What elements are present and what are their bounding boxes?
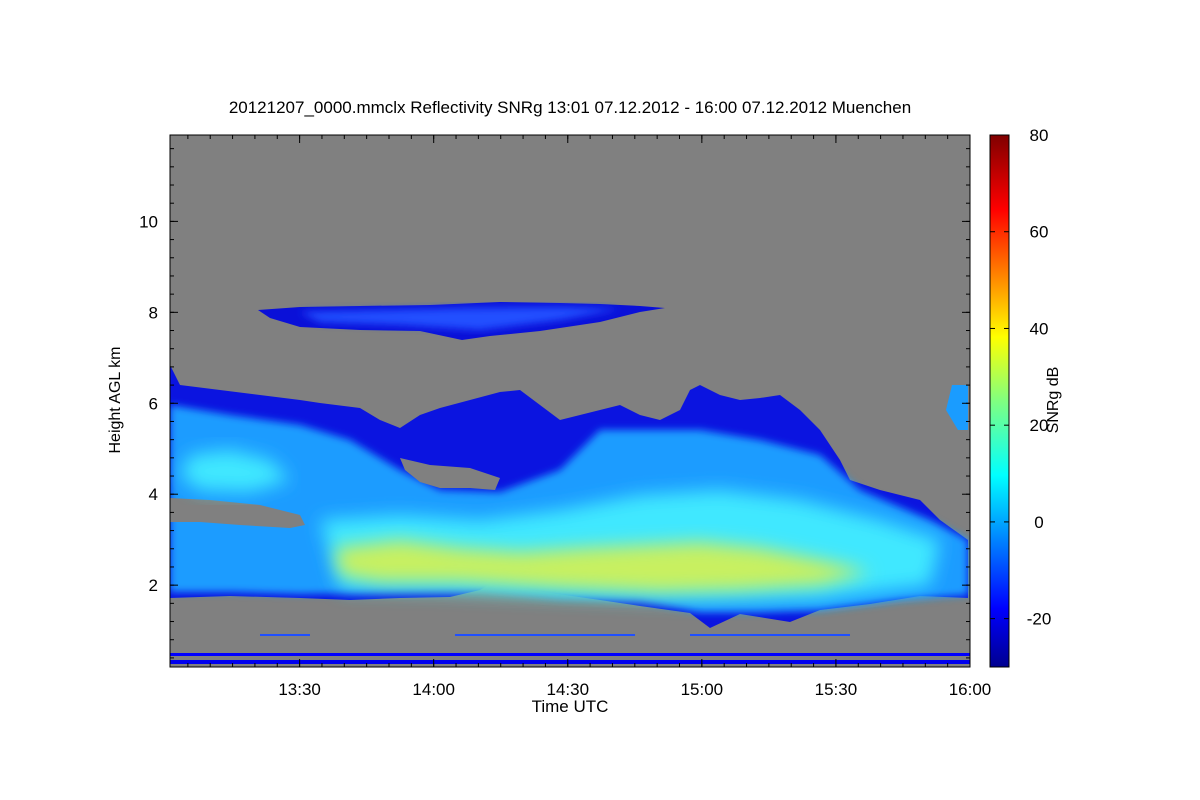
ground-clutter-5: [690, 634, 850, 636]
small-echo-right: [946, 385, 968, 430]
ground-clutter-4: [260, 634, 310, 636]
x-axis-label: Time UTC: [531, 697, 609, 716]
x-tick-label: 15:30: [815, 680, 858, 699]
gray-gap-left: [170, 498, 305, 528]
colorbar-tick-label: 0: [1034, 513, 1043, 532]
colorbar-tick-label: 60: [1030, 223, 1049, 242]
upper-left-cyan-blob: [180, 450, 290, 492]
echo-layers: [170, 302, 970, 664]
colorbar-tick-label: 20: [1030, 416, 1049, 435]
ground-clutter-1: [170, 653, 970, 656]
plot-frame: [169, 134, 971, 668]
y-axis: 2 4 6 8 10: [139, 148, 970, 659]
y-tick-label: 4: [149, 485, 158, 504]
y-tick-label: 6: [149, 394, 158, 413]
y-tick-label: 10: [139, 212, 158, 231]
colorbar-tick-label: 40: [1030, 319, 1049, 338]
upper-cirrus-core: [300, 307, 620, 330]
colorbar-label: SNRg dB: [1045, 366, 1062, 434]
colorbar-axis: -20 0 20 40 60 80: [990, 126, 1051, 629]
x-tick-label: 16:00: [949, 680, 992, 699]
x-tick-label: 13:30: [278, 680, 321, 699]
colorbar-tick-label: 80: [1030, 126, 1049, 145]
chart-title: 20121207_0000.mmclx Reflectivity SNRg 13…: [228, 98, 912, 117]
x-tick-label: 15:00: [681, 680, 724, 699]
ground-clutter-3: [455, 634, 635, 636]
y-axis-label: Height AGL km: [107, 346, 124, 454]
gray-gap-upper: [400, 458, 500, 490]
y-tick-label: 2: [149, 576, 158, 595]
x-axis: 13:30 14:00 14:30 15:00 15:30 16:00: [187, 135, 992, 699]
ground-clutter-2: [170, 660, 970, 664]
y-tick-label: 8: [149, 303, 158, 322]
colorbar-tick-label: -20: [1027, 610, 1052, 629]
colorbar: [989, 134, 1010, 668]
x-tick-label: 14:00: [412, 680, 455, 699]
high-snr-core: [335, 540, 870, 592]
x-tick-label: 14:30: [546, 680, 589, 699]
